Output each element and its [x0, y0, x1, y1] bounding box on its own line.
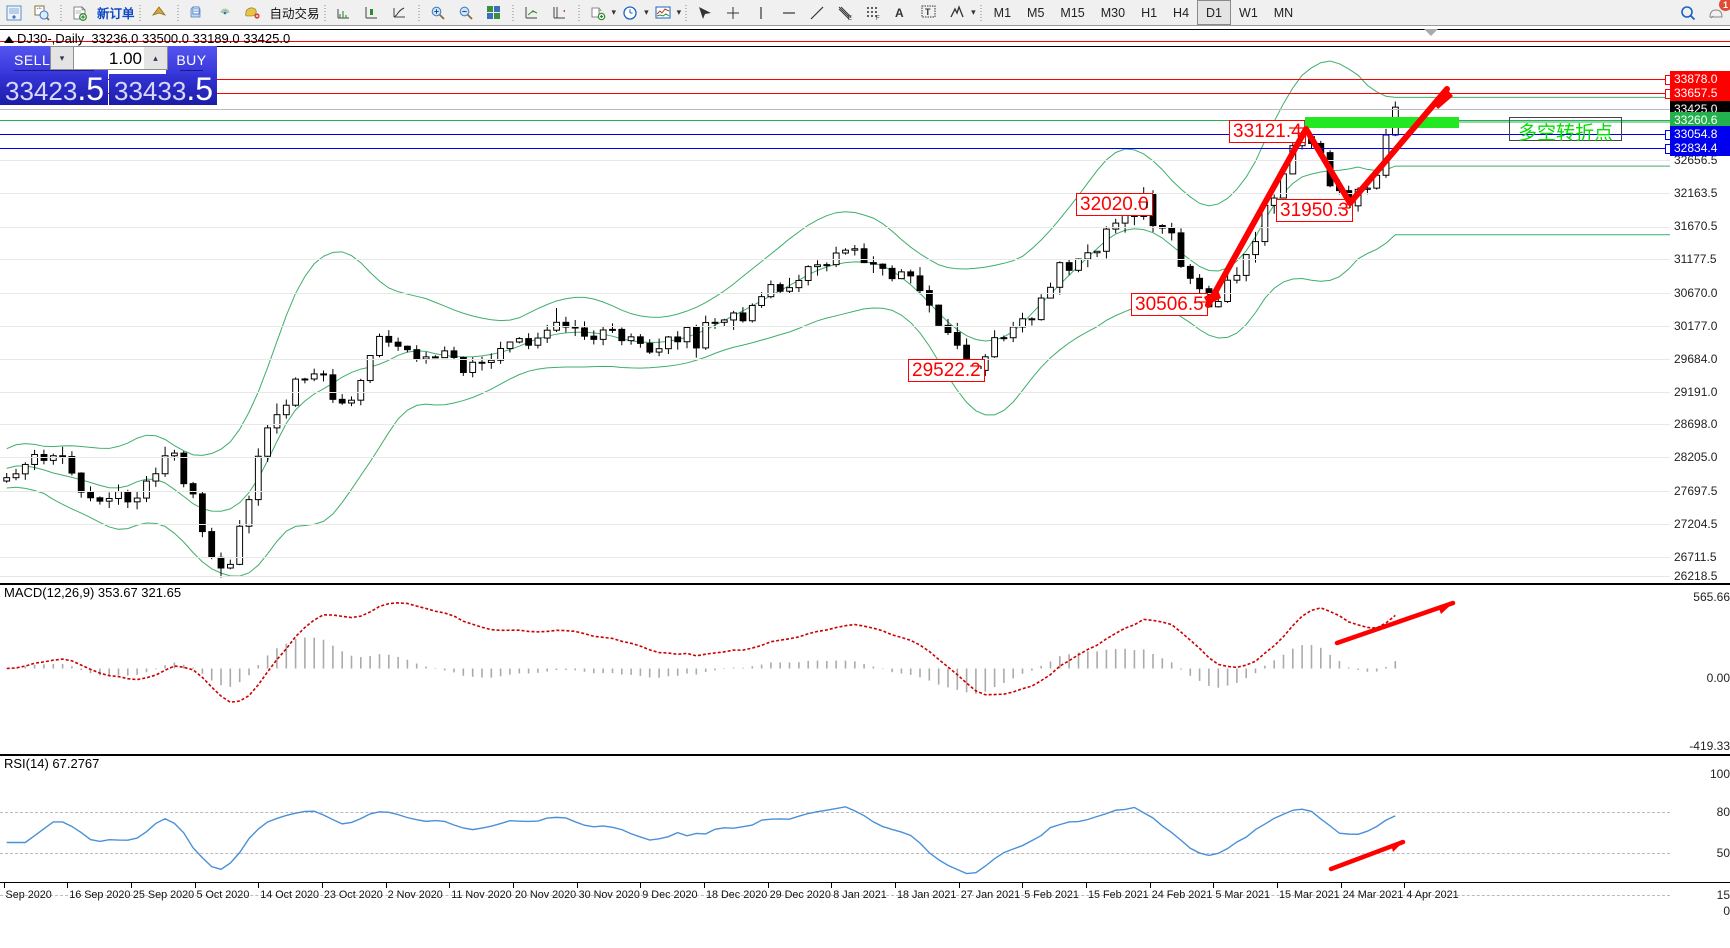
svg-text:E: E [848, 16, 852, 21]
svg-text:F: F [876, 16, 880, 21]
svg-text:T: T [925, 7, 931, 17]
svg-text:A: A [895, 6, 904, 20]
